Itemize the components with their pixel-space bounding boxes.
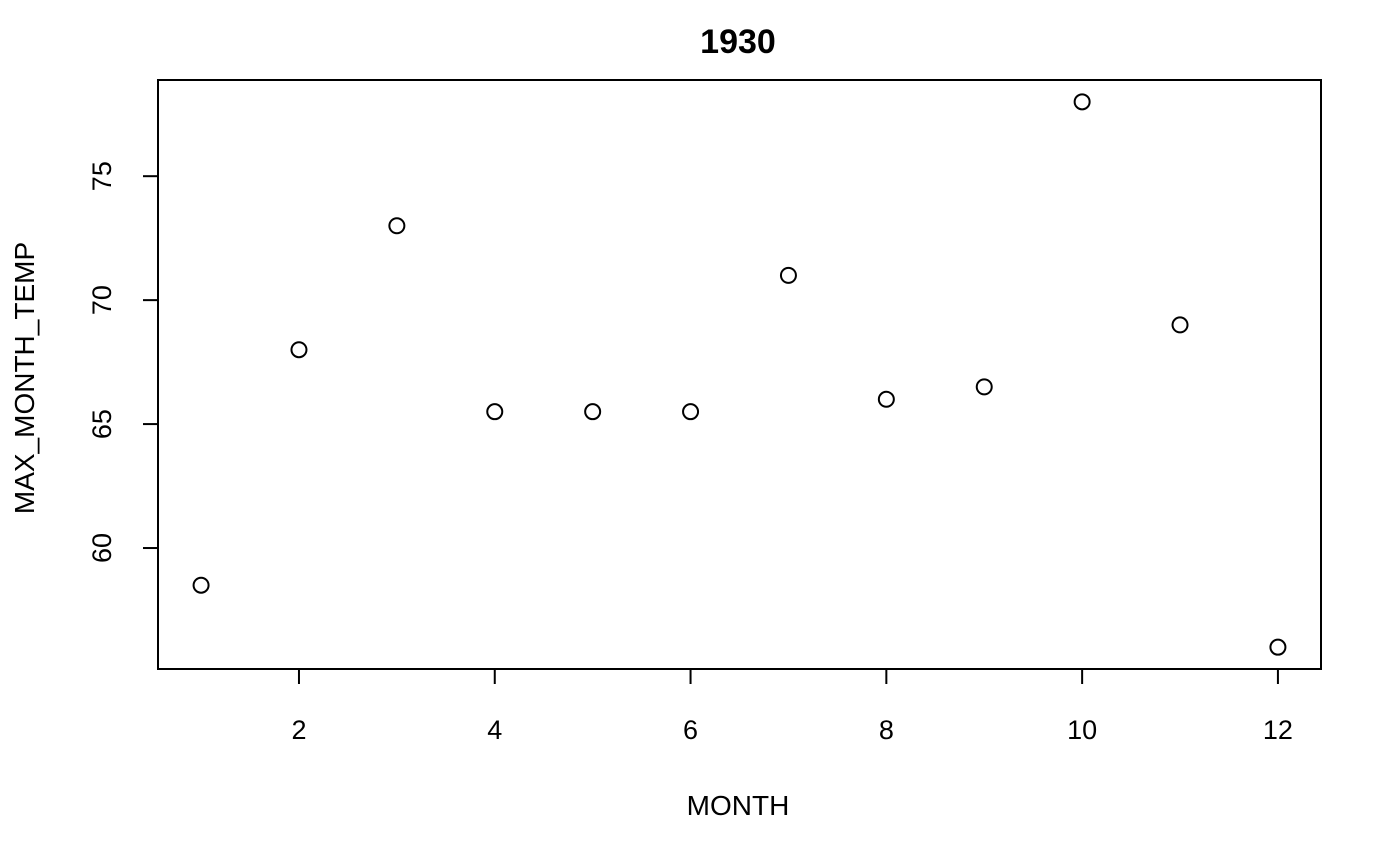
data-point: [779, 266, 797, 284]
data-point: [1269, 638, 1287, 656]
data-point: [388, 217, 406, 235]
data-point: [682, 403, 700, 421]
x-tick-label: 10: [1067, 715, 1097, 745]
y-tick-label: 60: [87, 533, 117, 563]
chart-title: 1930: [700, 23, 776, 61]
data-point: [975, 378, 993, 396]
y-tick-label: 70: [87, 285, 117, 315]
x-tick-label: 4: [487, 715, 502, 745]
data-point: [290, 341, 308, 359]
data-point: [486, 403, 504, 421]
data-point: [192, 576, 210, 594]
y-axis-label: MAX_MONTH_TEMP: [9, 242, 40, 514]
plot-frame: [157, 79, 1322, 670]
x-tick-label: 12: [1263, 715, 1293, 745]
data-point: [1073, 93, 1091, 111]
data-point: [877, 390, 895, 408]
y-tick-label: 75: [87, 161, 117, 191]
x-tick-label: 8: [879, 715, 894, 745]
x-tick-label: 2: [291, 715, 306, 745]
data-points: [192, 93, 1287, 656]
data-point: [584, 403, 602, 421]
y-axis: 60 65 70 75: [87, 161, 159, 563]
data-point: [1171, 316, 1189, 334]
x-axis: 2 4 6 8 10 12: [291, 668, 1293, 745]
y-tick-label: 65: [87, 409, 117, 439]
x-axis-label: MONTH: [687, 790, 790, 821]
x-tick-label: 6: [683, 715, 698, 745]
